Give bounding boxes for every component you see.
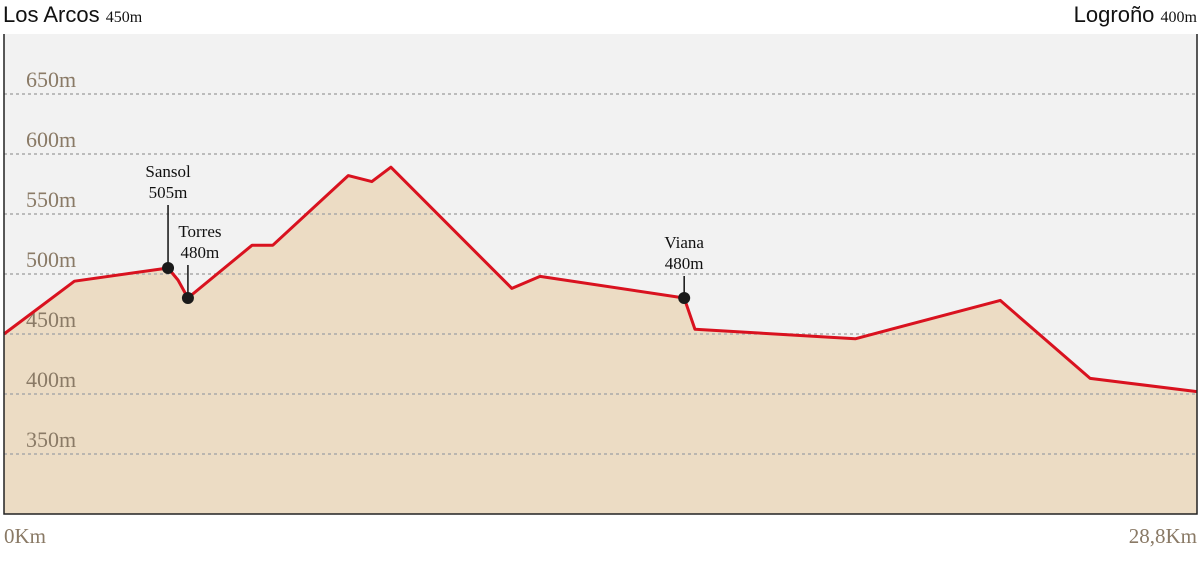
station-elevation: 480m [181, 243, 220, 262]
y-tick-label: 500m [26, 247, 76, 272]
y-tick-label: 400m [26, 367, 76, 392]
station-marker [181, 292, 194, 304]
station-marker [678, 292, 691, 304]
start-name: Los Arcos [3, 2, 100, 27]
y-tick-label: 350m [26, 427, 76, 452]
x-tick-label: 28,8Km [1129, 524, 1197, 548]
plot-frame [3, 34, 1198, 515]
start-title: Los Arcos 450m [3, 2, 143, 27]
area-fill [4, 167, 1197, 514]
station-elevation: 505m [149, 183, 188, 202]
start-elevation: 450m [106, 9, 143, 26]
station-elevation: 480m [665, 254, 704, 273]
end-name: Logroño [1074, 2, 1155, 27]
station-name: Sansol [145, 162, 191, 181]
y-tick-label: 600m [26, 127, 76, 152]
end-title: Logroño 400m [1074, 2, 1198, 27]
y-tick-label: 550m [26, 187, 76, 212]
station-name: Torres [178, 222, 221, 241]
station-marker [162, 262, 175, 274]
end-elevation: 400m [1161, 9, 1198, 26]
x-tick-label: 0Km [4, 524, 46, 548]
y-tick-label: 650m [26, 67, 76, 92]
station-name: Viana [664, 233, 704, 252]
elevation-line [3, 165, 1198, 394]
